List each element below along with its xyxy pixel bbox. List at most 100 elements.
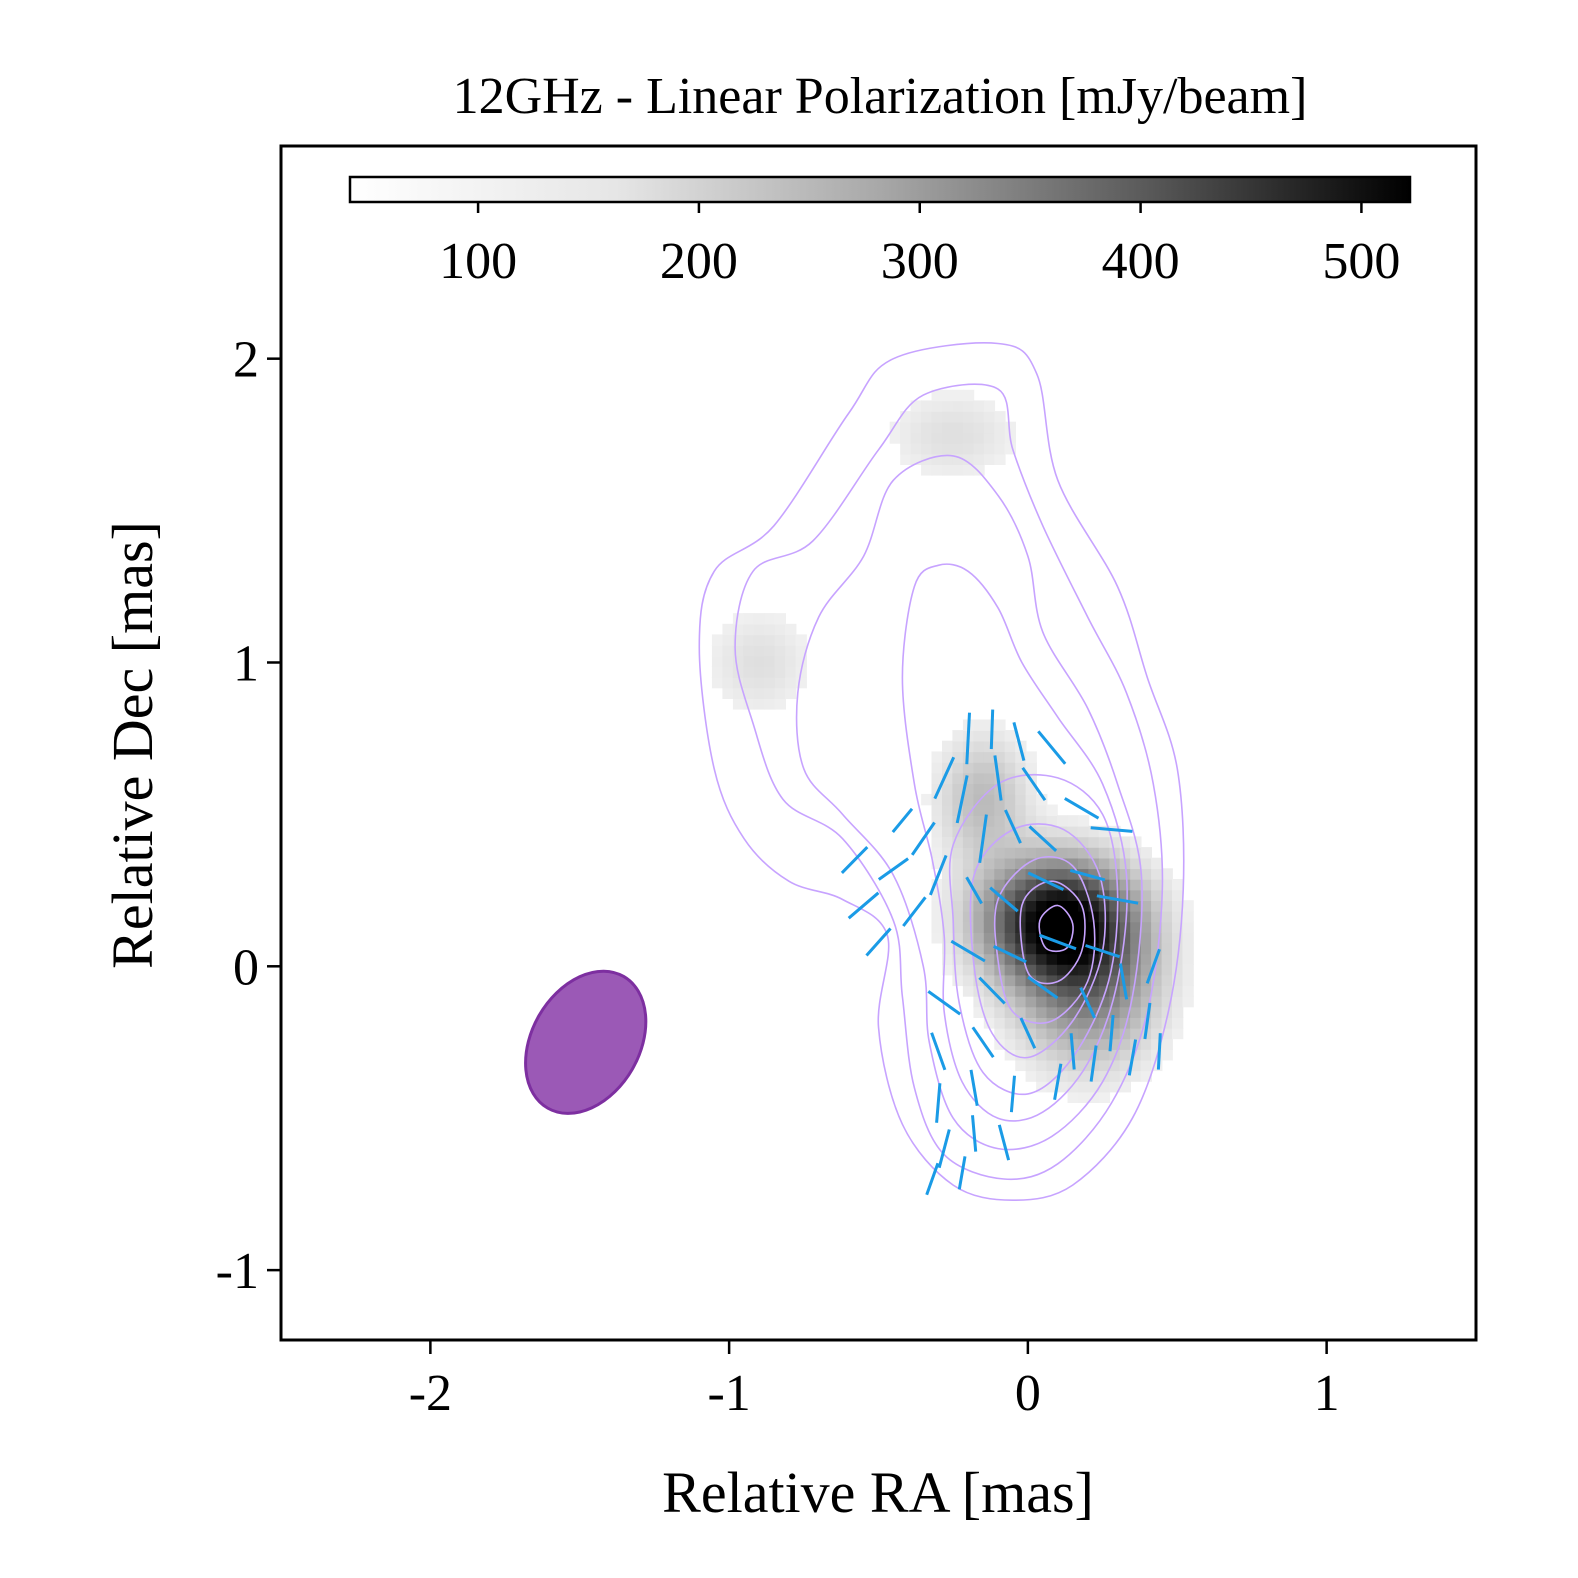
colorbar-tick-label: 200 bbox=[660, 233, 738, 290]
image-pixel bbox=[962, 389, 975, 402]
image-pixel bbox=[753, 676, 766, 689]
image-pixel bbox=[983, 1006, 996, 1018]
image-pixel bbox=[1098, 964, 1111, 976]
image-pixel bbox=[1004, 1038, 1016, 1050]
x-tick-label: -1 bbox=[707, 1365, 750, 1422]
image-pixel bbox=[743, 634, 755, 646]
image-pixel bbox=[1130, 953, 1142, 965]
image-pixel bbox=[1109, 1006, 1121, 1018]
image-pixel bbox=[983, 964, 996, 976]
image-pixel bbox=[983, 932, 996, 944]
image-pixel bbox=[1025, 910, 1037, 923]
image-pixel bbox=[1077, 847, 1090, 859]
image-pixel bbox=[1077, 1049, 1090, 1061]
image-pixel bbox=[1109, 879, 1121, 891]
image-pixel bbox=[1057, 889, 1069, 901]
x-axis-label: Relative RA [mas] bbox=[662, 1460, 1094, 1525]
image-pixel bbox=[931, 432, 943, 444]
image-pixel bbox=[952, 411, 964, 423]
image-pixel bbox=[1077, 910, 1090, 923]
image-pixel bbox=[973, 1006, 985, 1018]
image-pixel bbox=[1046, 1081, 1058, 1093]
image-pixel bbox=[764, 698, 776, 710]
image-pixel bbox=[785, 634, 797, 646]
image-pixel bbox=[962, 953, 975, 965]
image-pixel bbox=[1004, 443, 1016, 455]
image-pixel bbox=[1004, 889, 1016, 901]
image-pixel bbox=[764, 623, 776, 636]
image-pixel bbox=[1057, 1081, 1069, 1093]
image-pixel bbox=[1140, 1070, 1152, 1082]
evpa-vector bbox=[997, 1124, 1011, 1161]
image-pixel bbox=[931, 889, 943, 901]
image-pixel bbox=[743, 655, 755, 668]
image-pixel bbox=[1140, 1049, 1152, 1061]
image-pixel bbox=[1109, 847, 1121, 859]
image-pixel bbox=[1098, 1017, 1111, 1029]
image-pixel bbox=[942, 804, 954, 816]
image-pixel bbox=[1025, 1038, 1037, 1050]
image-pixel bbox=[1119, 1027, 1131, 1040]
image-pixel bbox=[1161, 889, 1173, 901]
image-pixel bbox=[921, 443, 933, 455]
image-pixel bbox=[774, 666, 786, 678]
image-pixel bbox=[1098, 836, 1111, 848]
image-pixel bbox=[1015, 815, 1027, 827]
image-pixel bbox=[1025, 964, 1037, 976]
image-pixel bbox=[910, 400, 922, 412]
image-pixel bbox=[1119, 995, 1131, 1008]
image-pixel bbox=[931, 421, 943, 434]
image-pixel bbox=[1161, 1027, 1173, 1040]
image-pixel bbox=[1025, 1070, 1037, 1082]
contour-line bbox=[901, 563, 1128, 1122]
image-pixel bbox=[1172, 1017, 1184, 1029]
image-pixel bbox=[994, 804, 1006, 816]
image-pixel bbox=[1182, 953, 1194, 965]
evpa-vector bbox=[978, 814, 988, 864]
image-pixel bbox=[931, 825, 943, 838]
image-pixel bbox=[931, 804, 943, 816]
image-pixel bbox=[994, 453, 1006, 465]
evpa-vector bbox=[891, 807, 914, 834]
image-pixel bbox=[952, 964, 964, 976]
image-pixel bbox=[1025, 889, 1037, 901]
image-pixel bbox=[1067, 910, 1079, 923]
image-pixel bbox=[1161, 942, 1173, 955]
image-pixel bbox=[910, 421, 922, 434]
image-pixel bbox=[910, 411, 922, 423]
evpa-vector bbox=[1145, 948, 1161, 984]
image-pixel bbox=[973, 762, 985, 774]
evpa-vector bbox=[877, 857, 909, 881]
image-pixel bbox=[732, 676, 745, 689]
image-pixel bbox=[1046, 825, 1058, 838]
image-pixel bbox=[1182, 974, 1194, 987]
image-pixel bbox=[994, 825, 1006, 838]
image-pixel bbox=[931, 464, 943, 476]
image-pixel bbox=[1057, 910, 1069, 923]
image-pixel bbox=[962, 879, 975, 891]
image-pixel bbox=[1077, 825, 1090, 838]
image-pixel bbox=[1004, 995, 1016, 1008]
evpa-vector bbox=[1053, 1063, 1063, 1100]
image-pixel bbox=[1036, 964, 1048, 976]
image-pixel bbox=[1182, 942, 1194, 955]
image-pixel bbox=[1067, 932, 1079, 944]
image-pixel bbox=[1140, 847, 1152, 859]
image-pixel bbox=[1067, 953, 1079, 965]
image-pixel bbox=[973, 443, 985, 455]
image-pixel bbox=[962, 411, 975, 423]
image-pixel bbox=[973, 751, 985, 763]
image-pixel bbox=[1067, 815, 1079, 827]
image-pixel bbox=[952, 974, 964, 987]
image-pixel bbox=[1140, 868, 1152, 880]
contour-line bbox=[698, 342, 1185, 1202]
image-pixel bbox=[962, 815, 975, 827]
image-pixel bbox=[931, 453, 943, 465]
image-pixel bbox=[722, 645, 734, 657]
image-pixel bbox=[1067, 868, 1079, 880]
image-pixel bbox=[983, 719, 996, 731]
image-pixel bbox=[962, 783, 975, 795]
evpa-vector bbox=[1009, 1075, 1016, 1113]
y-axis-ticks: -1 0 1 2 bbox=[216, 332, 281, 1300]
